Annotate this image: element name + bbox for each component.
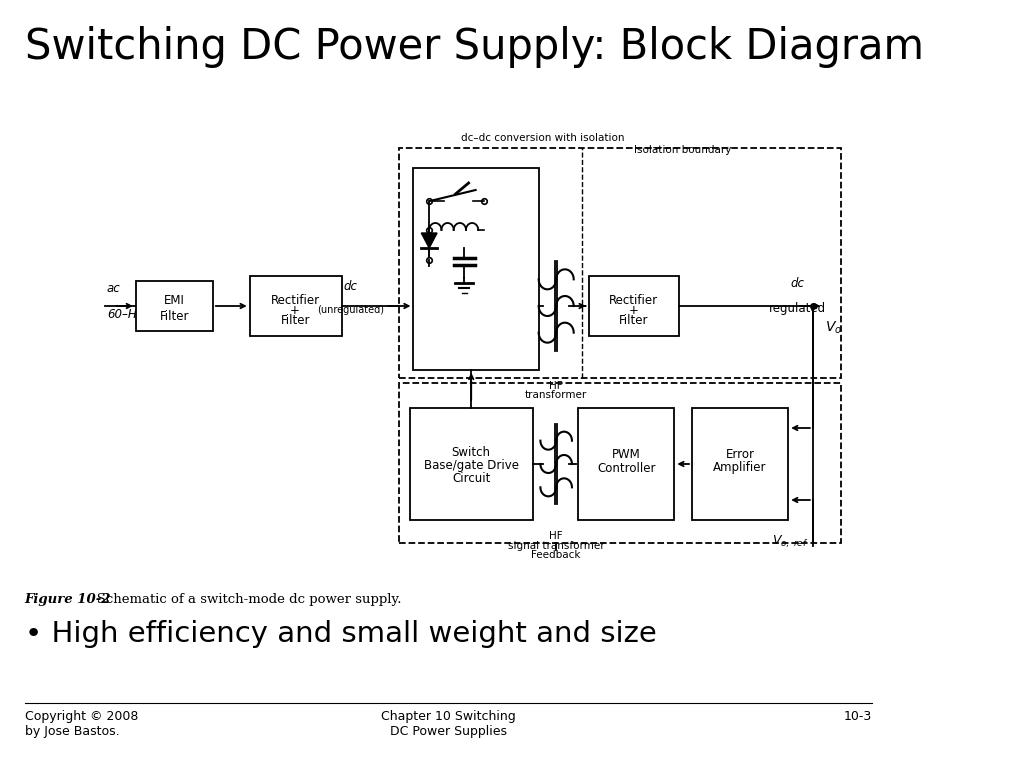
Text: Circuit: Circuit bbox=[452, 472, 490, 485]
Bar bbox=[250, 276, 342, 336]
Text: Filter: Filter bbox=[618, 315, 648, 327]
Text: Schematic of a switch-mode dc power supply.: Schematic of a switch-mode dc power supp… bbox=[84, 593, 401, 606]
Bar bbox=[136, 281, 213, 331]
Bar bbox=[410, 408, 532, 520]
Text: dc: dc bbox=[343, 280, 357, 293]
Bar bbox=[692, 408, 788, 520]
Bar bbox=[414, 168, 539, 370]
Text: Rectifier: Rectifier bbox=[270, 293, 319, 306]
Text: Isolation boundary: Isolation boundary bbox=[635, 145, 732, 155]
Text: Switching DC Power Supply: Block Diagram: Switching DC Power Supply: Block Diagram bbox=[25, 26, 924, 68]
Bar bbox=[398, 148, 841, 378]
Text: Switch: Switch bbox=[452, 446, 490, 459]
Text: signal transformer: signal transformer bbox=[508, 541, 604, 551]
Text: • High efficiency and small weight and size: • High efficiency and small weight and s… bbox=[25, 620, 656, 648]
Text: Copyright © 2008
by Jose Bastos.: Copyright © 2008 by Jose Bastos. bbox=[25, 710, 138, 738]
Text: PWM: PWM bbox=[612, 449, 641, 462]
Text: Filter: Filter bbox=[281, 315, 310, 327]
Text: (unregulated): (unregulated) bbox=[316, 305, 384, 315]
Text: 60–Hz: 60–Hz bbox=[106, 308, 142, 321]
Text: regulated: regulated bbox=[768, 302, 825, 315]
Text: HF: HF bbox=[549, 531, 563, 541]
Text: Chapter 10 Switching
DC Power Supplies: Chapter 10 Switching DC Power Supplies bbox=[381, 710, 516, 738]
Text: Feedback: Feedback bbox=[531, 550, 581, 560]
Text: Filter: Filter bbox=[160, 310, 189, 323]
Text: Figure 10-2: Figure 10-2 bbox=[25, 593, 111, 606]
Text: HF: HF bbox=[549, 381, 563, 391]
Text: $V_o$: $V_o$ bbox=[825, 320, 842, 336]
Text: Rectifier: Rectifier bbox=[608, 293, 657, 306]
Text: Base/gate Drive: Base/gate Drive bbox=[424, 459, 519, 472]
Text: EMI: EMI bbox=[164, 294, 184, 307]
Text: transformer: transformer bbox=[525, 390, 588, 400]
Text: +: + bbox=[629, 303, 638, 316]
Bar bbox=[398, 383, 841, 543]
Text: 10-3: 10-3 bbox=[844, 710, 872, 723]
Text: $V_{o,\ ref}$: $V_{o,\ ref}$ bbox=[772, 534, 808, 551]
Text: Error: Error bbox=[726, 449, 755, 462]
Polygon shape bbox=[421, 233, 437, 248]
Bar bbox=[579, 408, 675, 520]
Text: ac: ac bbox=[106, 282, 121, 295]
Text: Amplifier: Amplifier bbox=[714, 462, 767, 475]
Text: dc: dc bbox=[791, 277, 804, 290]
Text: Controller: Controller bbox=[597, 462, 655, 475]
Text: +: + bbox=[290, 303, 300, 316]
Bar bbox=[589, 276, 679, 336]
Text: dc–dc conversion with isolation: dc–dc conversion with isolation bbox=[461, 133, 625, 143]
